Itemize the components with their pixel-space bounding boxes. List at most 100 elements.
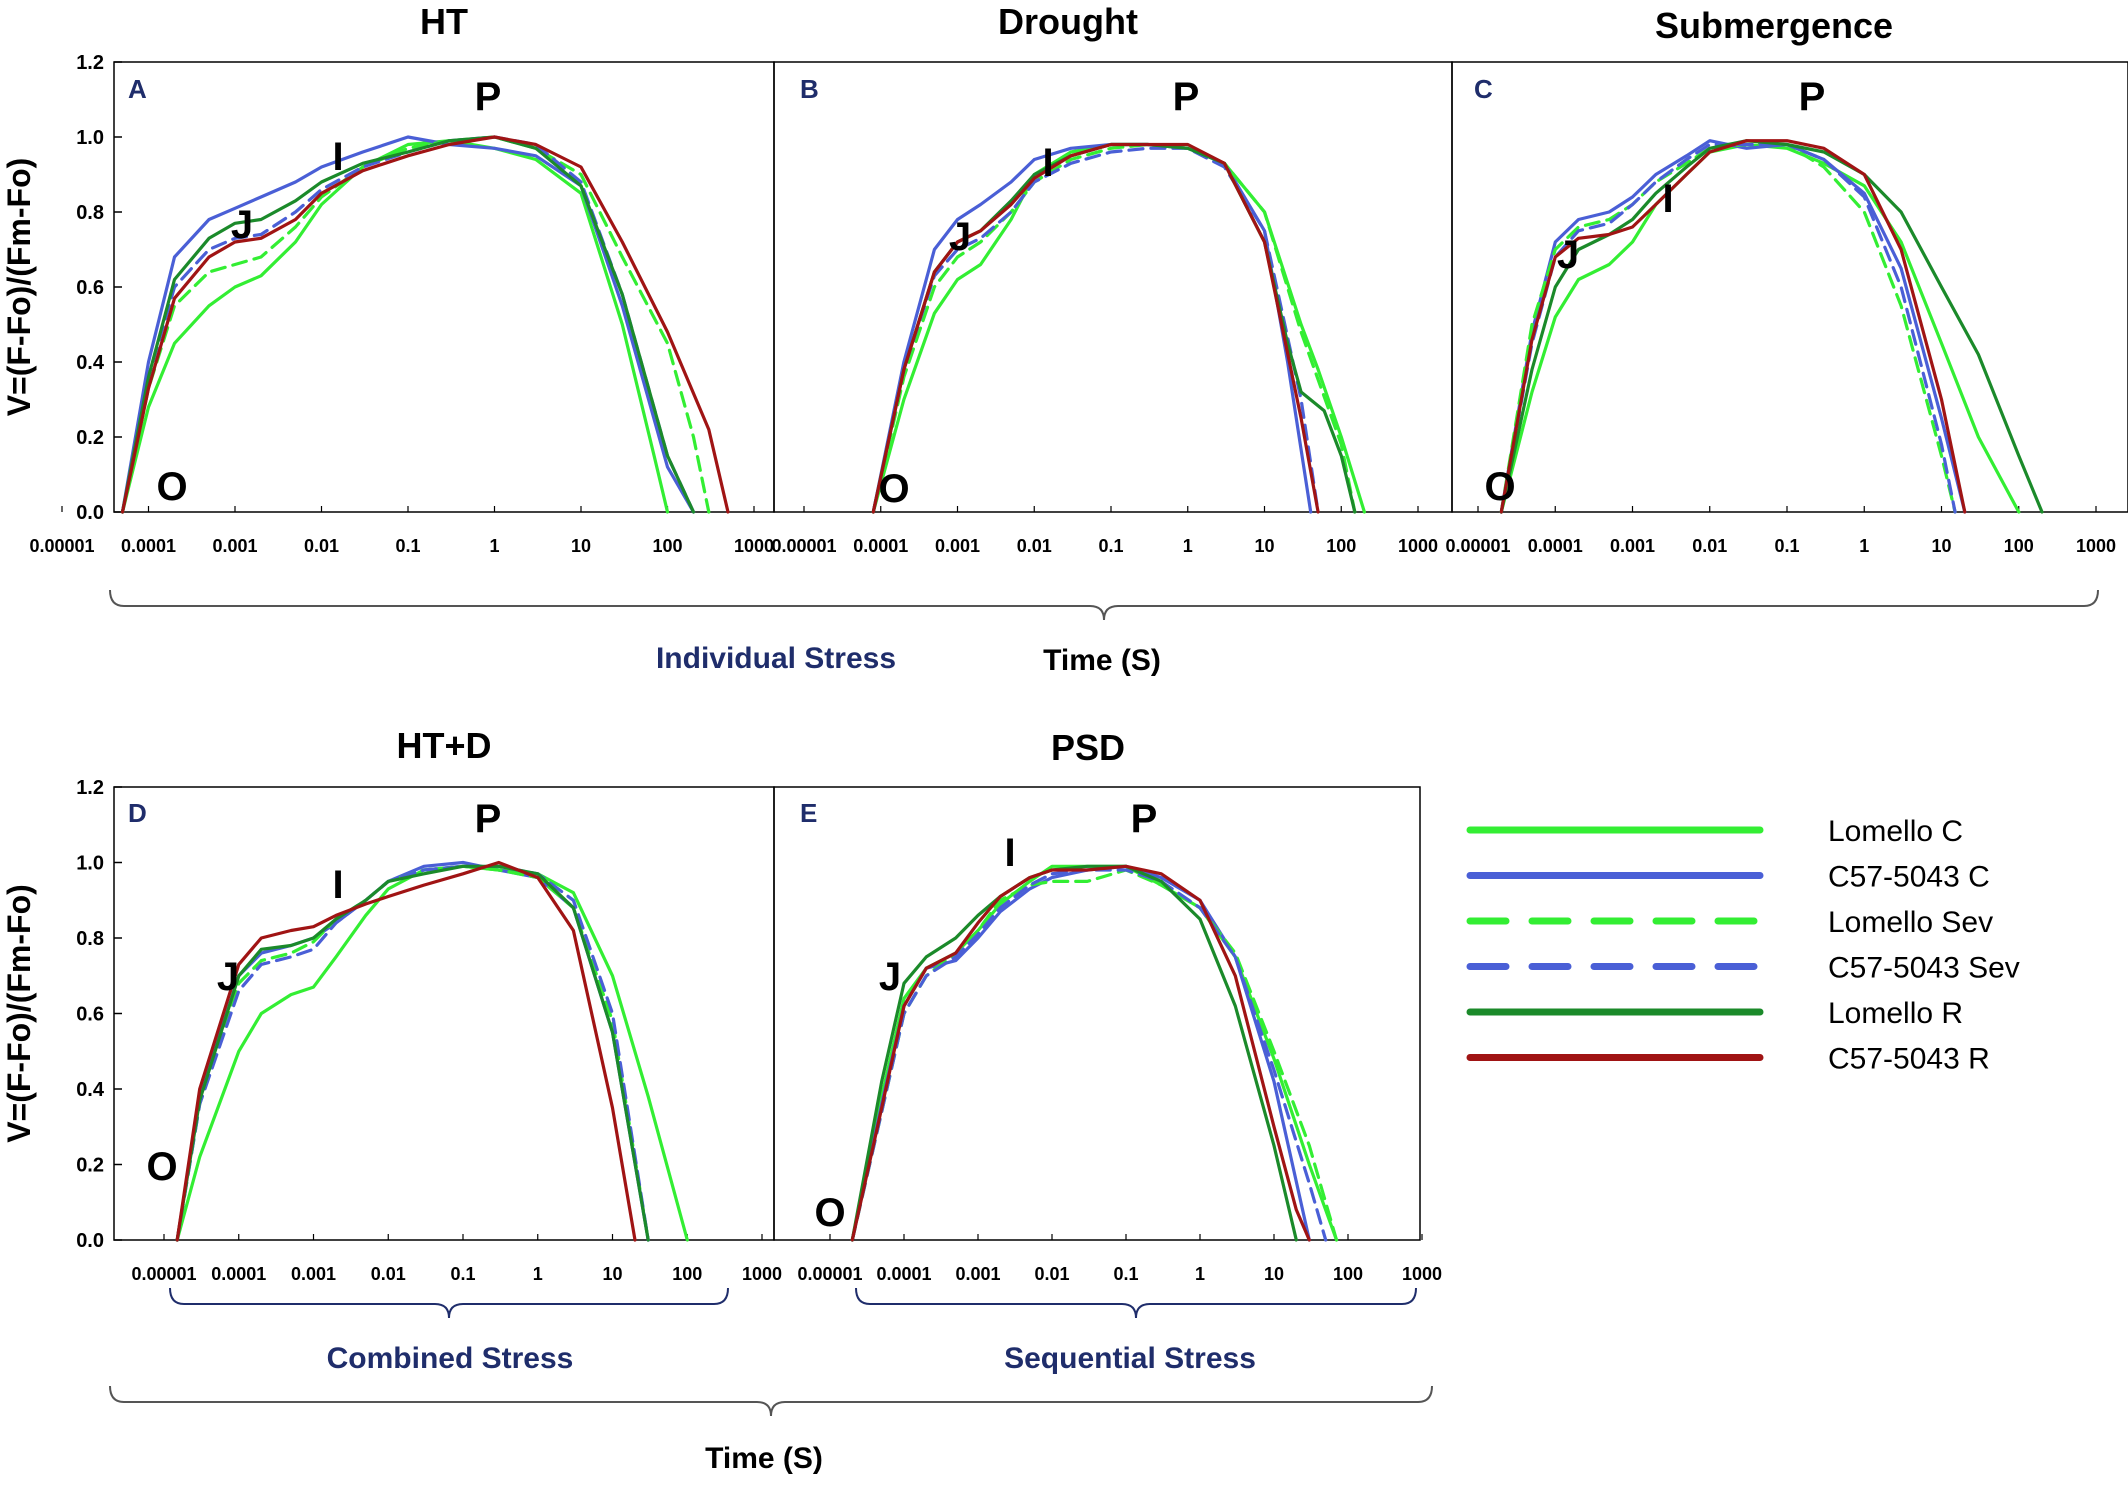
x-tick-label: 0.01 bbox=[371, 1264, 406, 1284]
legend-label: C57-5043 Sev bbox=[1828, 952, 2020, 985]
x-tick-label: 1000 bbox=[2076, 536, 2116, 556]
x-tick-label: 1000 bbox=[1398, 536, 1438, 556]
x-tick-label: 0.1 bbox=[1098, 536, 1123, 556]
series-line-lomello-c bbox=[871, 142, 1366, 514]
series-line-c57-5043-c bbox=[120, 135, 696, 514]
plot-frame-c bbox=[1451, 61, 2128, 513]
series-line-lomello-c bbox=[175, 864, 689, 1242]
panel-title-a: HT bbox=[420, 1, 468, 42]
point-label-j: J bbox=[1557, 233, 1579, 277]
y-tick-label: 1.2 bbox=[76, 777, 104, 799]
x-tick-label: 0.001 bbox=[212, 536, 257, 556]
x-tick-label: 1 bbox=[1859, 536, 1869, 556]
x-tick-label: 0.01 bbox=[304, 536, 339, 556]
panel-letter-e: E bbox=[800, 798, 817, 828]
y-axis-label: V=(F-Fo)/(Fm-Fo) bbox=[1, 884, 37, 1143]
series-line-c57-5043-r bbox=[120, 135, 730, 514]
point-label-p: P bbox=[1131, 797, 1158, 841]
panel-letter-a: A bbox=[128, 74, 147, 104]
panel-letter-c: C bbox=[1474, 74, 1493, 104]
x-tick-label: 0.001 bbox=[955, 1264, 1000, 1284]
x-tick-label: 0.00001 bbox=[1445, 536, 1510, 556]
panel-letter-d: D bbox=[128, 798, 147, 828]
plot-frame-e bbox=[773, 786, 1421, 1241]
x-tick-label: 0.1 bbox=[450, 1264, 475, 1284]
point-label-j: J bbox=[949, 215, 971, 259]
series-line-c57-5043-r bbox=[871, 142, 1320, 514]
y-tick-label: 1.0 bbox=[76, 127, 104, 149]
x-tick-label: 0.0001 bbox=[1528, 536, 1583, 556]
series-line-lomello-r bbox=[850, 864, 1298, 1242]
point-label-j: J bbox=[231, 203, 253, 247]
x-tick-label: 100 bbox=[1333, 1264, 1363, 1284]
bracket-individual bbox=[109, 589, 2099, 621]
point-label-i: I bbox=[1042, 141, 1053, 185]
y-tick-label: 0.2 bbox=[76, 1155, 104, 1177]
x-tick-label: 0.00001 bbox=[29, 536, 94, 556]
x-tick-label: 1000 bbox=[1402, 1264, 1442, 1284]
series-line-lomello-sev bbox=[871, 142, 1357, 514]
panel-title-b: Drought bbox=[998, 1, 1138, 42]
x-tick-label: 1 bbox=[489, 536, 499, 556]
x-tick-label: 0.01 bbox=[1692, 536, 1727, 556]
point-label-o: O bbox=[156, 465, 187, 509]
plot-frame-a bbox=[113, 61, 775, 513]
x-tick-label: 0.00001 bbox=[771, 536, 836, 556]
bracket-all bbox=[109, 1385, 1433, 1417]
point-label-i: I bbox=[1662, 177, 1673, 221]
series-line-lomello-r bbox=[1499, 139, 2044, 514]
series-line-c57-5043-sev bbox=[850, 868, 1328, 1242]
bracket-sequential bbox=[855, 1287, 1417, 1319]
point-label-j: J bbox=[217, 955, 239, 999]
y-axis-label: V=(F-Fo)/(Fm-Fo) bbox=[1, 158, 37, 417]
point-label-p: P bbox=[475, 797, 502, 841]
x-tick-label: 0.01 bbox=[1034, 1264, 1069, 1284]
panel-letter-b: B bbox=[800, 74, 819, 104]
y-tick-label: 0.6 bbox=[76, 277, 104, 299]
point-label-i: I bbox=[332, 863, 343, 907]
plot-frame-d bbox=[113, 786, 775, 1241]
x-axis-label-top: Time (S) bbox=[1043, 644, 1161, 677]
x-tick-label: 0.01 bbox=[1017, 536, 1052, 556]
series-line-c57-5043-c bbox=[1499, 139, 1967, 514]
y-tick-label: 1.2 bbox=[76, 52, 104, 74]
legend-label: C57-5043 R bbox=[1828, 1043, 1990, 1076]
series-line-c57-5043-c bbox=[871, 142, 1313, 514]
point-label-o: O bbox=[1484, 465, 1515, 509]
series-line-lomello-r bbox=[175, 864, 650, 1242]
x-tick-label: 0.00001 bbox=[131, 1264, 196, 1284]
y-tick-label: 0.2 bbox=[76, 427, 104, 449]
legend-label: C57-5043 C bbox=[1828, 861, 1990, 894]
series-line-c57-5043-r bbox=[850, 864, 1311, 1242]
panel-title-c: Submergence bbox=[1655, 5, 1893, 46]
point-label-p: P bbox=[1173, 75, 1200, 119]
point-label-o: O bbox=[878, 467, 909, 511]
legend-label: Lomello R bbox=[1828, 997, 1963, 1030]
series-line-c57-5043-r bbox=[175, 860, 637, 1242]
x-tick-label: 10 bbox=[1254, 536, 1274, 556]
plot-frame-b bbox=[773, 61, 1453, 513]
series-line-lomello-r bbox=[120, 135, 696, 514]
point-label-p: P bbox=[475, 75, 502, 119]
x-tick-label: 0.001 bbox=[1610, 536, 1655, 556]
point-label-i: I bbox=[332, 135, 343, 179]
series-line-c57-5043-r bbox=[1499, 139, 1967, 514]
x-tick-label: 10 bbox=[571, 536, 591, 556]
y-tick-label: 0.8 bbox=[76, 928, 104, 950]
x-tick-label: 0.1 bbox=[1774, 536, 1799, 556]
x-tick-label: 0.0001 bbox=[853, 536, 908, 556]
point-label-i: I bbox=[1004, 831, 1015, 875]
y-tick-label: 0.0 bbox=[76, 502, 104, 524]
x-tick-label: 1000 bbox=[734, 536, 774, 556]
x-tick-label: 100 bbox=[1326, 536, 1356, 556]
series-line-lomello-sev bbox=[850, 868, 1339, 1242]
point-label-o: O bbox=[814, 1191, 845, 1235]
x-tick-label: 0.0001 bbox=[211, 1264, 266, 1284]
series-line-c57-5043-sev bbox=[120, 135, 696, 514]
x-tick-label: 1 bbox=[1195, 1264, 1205, 1284]
group-label-combined: Combined Stress bbox=[327, 1342, 574, 1375]
legend-label: Lomello Sev bbox=[1828, 906, 1993, 939]
series-line-c57-5043-sev bbox=[871, 146, 1320, 514]
panel-title-d: HT+D bbox=[396, 725, 491, 766]
